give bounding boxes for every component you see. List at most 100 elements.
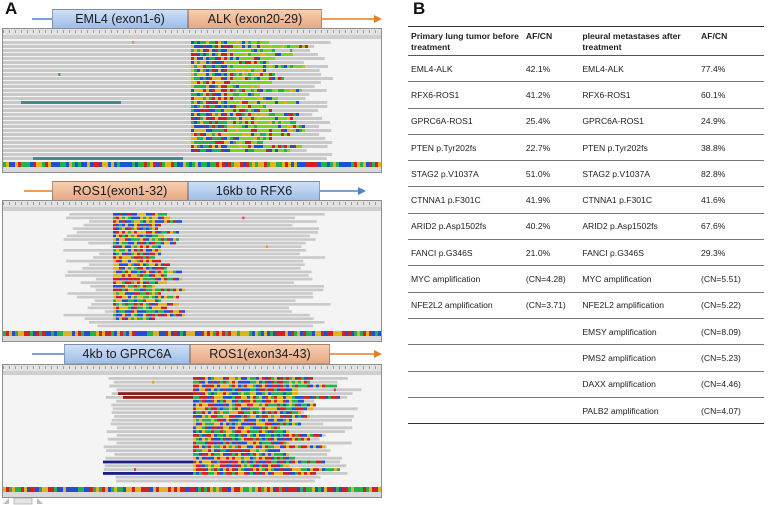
- table-row: FANCI p.G346S 21.0% FANCI p.G346S 29.3%: [408, 239, 764, 267]
- table-row: PMS2 amplification (CN=5.23): [408, 344, 764, 372]
- metastasis-af-cn-cell: 41.6%: [698, 186, 764, 214]
- primary-af-cn-cell: [522, 318, 580, 346]
- primary-af-cn-cell: 22.7%: [522, 134, 580, 162]
- header-primary-tumor: Primary lung tumor before treatment: [408, 26, 523, 56]
- scroll-left-icon: [3, 498, 9, 504]
- primary-variant-cell: [408, 318, 523, 346]
- primary-variant-cell: PTEN p.Tyr202fs: [408, 134, 523, 162]
- header-af-cn-metastases: AF/CN: [698, 26, 764, 56]
- gene-segment-right: 16kb to RFX6: [188, 181, 320, 201]
- primary-af-cn-cell: 42.1%: [522, 55, 580, 83]
- header-pleural-metastases: pleural metastases after treatment: [579, 26, 699, 56]
- junction-arrow-track: [32, 15, 382, 23]
- metastasis-af-cn-cell: 29.3%: [698, 239, 764, 267]
- junction-arrow-track: [32, 350, 382, 358]
- metastasis-af-cn-cell: 77.4%: [698, 55, 764, 83]
- primary-af-cn-cell: 41.2%: [522, 81, 580, 109]
- junction-arrow-track: [24, 187, 366, 195]
- metastasis-variant-cell: PTEN p.Tyr202fs: [579, 134, 699, 162]
- metastasis-variant-cell: EML4-ALK: [579, 55, 699, 83]
- metastasis-variant-cell: MYC amplification: [579, 265, 699, 293]
- metastasis-af-cn-cell: (CN=5.22): [698, 292, 764, 319]
- metastasis-variant-cell: PMS2 amplification: [579, 344, 699, 372]
- primary-af-cn-cell: [522, 397, 580, 425]
- primary-variant-cell: MYC amplification: [408, 265, 523, 293]
- primary-variant-cell: NFE2L2 amplification: [408, 292, 523, 319]
- metastasis-af-cn-cell: 82.8%: [698, 160, 764, 188]
- metastasis-af-cn-cell: (CN=4.07): [698, 397, 764, 425]
- metastasis-variant-cell: GPRC6A-ROS1: [579, 108, 699, 135]
- primary-af-cn-cell: [522, 371, 580, 398]
- read-pileup: [3, 365, 381, 497]
- table-row: PTEN p.Tyr202fs 22.7% PTEN p.Tyr202fs 38.8%: [408, 134, 764, 162]
- read-pileup: [3, 201, 381, 341]
- metastasis-af-cn-cell: 24.9%: [698, 108, 764, 135]
- gene-segment-left: ROS1(exon1-32): [52, 181, 188, 201]
- primary-af-cn-cell: 25.4%: [522, 108, 580, 135]
- primary-af-cn-cell: (CN=3.71): [522, 292, 580, 319]
- gene-segment-left: 4kb to GPRC6A: [64, 344, 190, 364]
- metastasis-variant-cell: FANCI p.G346S: [579, 239, 699, 267]
- metastasis-af-cn-cell: (CN=5.51): [698, 265, 764, 293]
- metastasis-variant-cell: ARID2 p.Asp1502fs: [579, 213, 699, 241]
- metastasis-variant-cell: STAG2 p.V1037A: [579, 160, 699, 188]
- variant-table-grid: Primary lung tumor before treatment AF/C…: [408, 26, 764, 425]
- table-row: RFX6-ROS1 41.2% RFX6-ROS1 60.1%: [408, 81, 764, 109]
- header-af-cn-primary: AF/CN: [522, 26, 580, 56]
- metastasis-variant-cell: RFX6-ROS1: [579, 81, 699, 109]
- read-alignment-view: [2, 200, 382, 342]
- primary-variant-cell: GPRC6A-ROS1: [408, 108, 523, 135]
- metastasis-af-cn-cell: (CN=4.46): [698, 371, 764, 398]
- alignment-track-gprc6a-ros1: 4kb to GPRC6A ROS1(exon34-43): [2, 343, 383, 498]
- primary-variant-cell: EML4-ALK: [408, 55, 523, 83]
- read-alignment-view: [2, 28, 382, 173]
- primary-af-cn-cell: 21.0%: [522, 239, 580, 267]
- read-pileup: [3, 29, 381, 172]
- table-row: DAXX amplification (CN=4.46): [408, 371, 764, 398]
- primary-af-cn-cell: [522, 344, 580, 372]
- primary-variant-cell: CTNNA1 p.F301C: [408, 186, 523, 214]
- primary-variant-cell: STAG2 p.V1037A: [408, 160, 523, 188]
- table-row: EMSY amplification (CN=8.09): [408, 318, 764, 346]
- primary-variant-cell: RFX6-ROS1: [408, 81, 523, 109]
- metastasis-af-cn-cell: 38.8%: [698, 134, 764, 162]
- metastasis-variant-cell: NFE2L2 amplification: [579, 292, 699, 319]
- alignment-track-eml4-alk: EML4 (exon1-6) ALK (exon20-29): [2, 8, 383, 173]
- table-row: MYC amplification (CN=4.28) MYC amplificat…: [408, 265, 764, 293]
- table-row: NFE2L2 amplification (CN=3.71) NFE2L2 ampl…: [408, 292, 764, 319]
- gene-segment-right: ALK (exon20-29): [188, 9, 322, 29]
- primary-variant-cell: [408, 371, 523, 398]
- table-row: CTNNA1 p.F301C 41.9% CTNNA1 p.F301C 41.6%: [408, 186, 764, 214]
- metastasis-af-cn-cell: 67.6%: [698, 213, 764, 241]
- table-row: EML4-ALK 42.1% EML4-ALK 77.4%: [408, 55, 764, 83]
- table-row: GPRC6A-ROS1 25.4% GPRC6A-ROS1 24.9%: [408, 108, 764, 135]
- scroll-right-icon: [37, 498, 43, 504]
- scroll-thumb: [13, 497, 33, 505]
- panel-b-label: B: [413, 0, 426, 18]
- panel-a-label: A: [5, 0, 18, 18]
- primary-variant-cell: [408, 344, 523, 372]
- metastasis-af-cn-cell: (CN=8.09): [698, 318, 764, 346]
- table-row: STAG2 p.V1037A 51.0% STAG2 p.V1037A 82.8%: [408, 160, 764, 188]
- metastasis-af-cn-cell: 60.1%: [698, 81, 764, 109]
- primary-variant-cell: FANCI p.G346S: [408, 239, 523, 267]
- gene-segment-left: EML4 (exon1-6): [52, 9, 188, 29]
- table-row: ARID2 p.Asp1502fs 40.2% ARID2 p.Asp1502fs 6…: [408, 213, 764, 241]
- metastasis-variant-cell: CTNNA1 p.F301C: [579, 186, 699, 214]
- gene-segment-right: ROS1(exon34-43): [190, 344, 330, 364]
- primary-af-cn-cell: 40.2%: [522, 213, 580, 241]
- table-row: PALB2 amplification (CN=4.07): [408, 397, 764, 425]
- metastasis-variant-cell: PALB2 amplification: [579, 397, 699, 425]
- read-alignment-view: [2, 364, 382, 498]
- primary-variant-cell: [408, 397, 523, 425]
- table-header-row: Primary lung tumor before treatment AF/C…: [408, 26, 764, 56]
- table-body: EML4-ALK 42.1% EML4-ALK 77.4% RFX6-ROS1 41.2%…: [408, 55, 764, 425]
- variant-table: Primary lung tumor before treatment AF/C…: [408, 26, 764, 425]
- primary-variant-cell: ARID2 p.Asp1502fs: [408, 213, 523, 241]
- primary-af-cn-cell: 51.0%: [522, 160, 580, 188]
- alignment-track-ros1-rfx6: ROS1(exon1-32) 16kb to RFX6: [2, 180, 383, 342]
- metastasis-variant-cell: EMSY amplification: [579, 318, 699, 346]
- viewer-scroll-controls[interactable]: [2, 496, 52, 505]
- primary-af-cn-cell: 41.9%: [522, 186, 580, 214]
- metastasis-variant-cell: DAXX amplification: [579, 371, 699, 398]
